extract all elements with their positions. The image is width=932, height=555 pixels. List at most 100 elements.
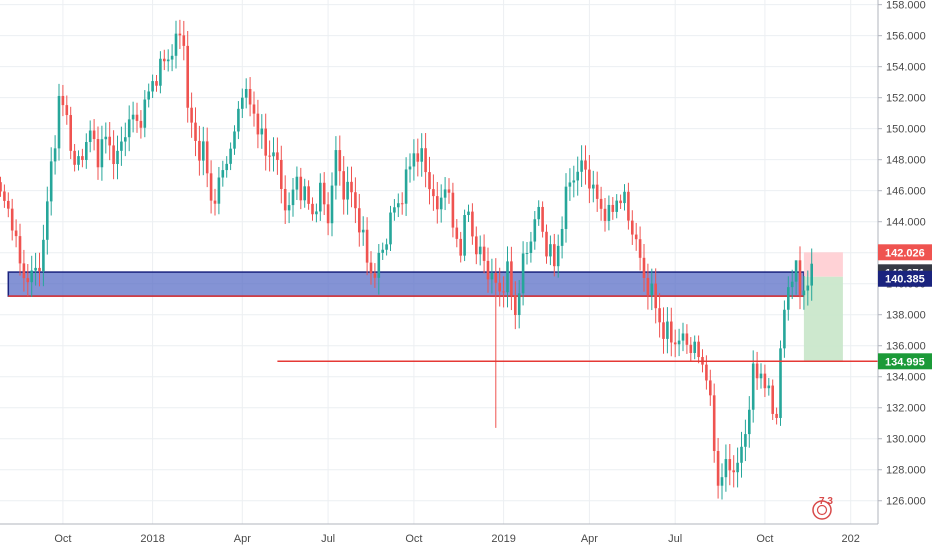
candle-body	[595, 184, 599, 199]
candle	[252, 91, 256, 127]
candle	[459, 231, 462, 263]
candle	[599, 186, 603, 221]
candle-body	[330, 185, 334, 224]
resistance-zone-layer	[7, 252, 843, 362]
candle-body	[241, 97, 244, 109]
candle	[654, 268, 657, 324]
candle-body	[283, 188, 287, 211]
candle	[143, 90, 147, 138]
candle-body	[346, 181, 349, 200]
candle	[755, 351, 759, 390]
candle	[556, 234, 560, 278]
candle-body	[350, 181, 353, 193]
candle-body	[724, 459, 728, 478]
candle	[34, 252, 37, 286]
candle-body	[658, 308, 661, 323]
candle	[724, 444, 728, 492]
candle	[280, 145, 283, 204]
candle-body	[740, 446, 743, 463]
candle	[124, 122, 127, 157]
candle	[634, 222, 638, 251]
candle-body	[248, 88, 252, 105]
candle-body	[533, 219, 537, 242]
candle-body	[182, 35, 186, 46]
candle	[475, 226, 478, 265]
candle	[268, 140, 271, 172]
candle-body	[322, 182, 326, 205]
candle	[615, 194, 618, 219]
candle	[482, 234, 486, 274]
price-tick-label: 126.000	[886, 496, 926, 508]
candle	[397, 193, 400, 218]
candle	[740, 431, 743, 478]
candle	[381, 242, 384, 260]
candle	[627, 182, 630, 230]
candle-body	[619, 200, 622, 204]
candle-body	[385, 244, 388, 250]
candle-body	[377, 252, 381, 278]
candle	[568, 168, 572, 201]
candle	[806, 270, 810, 306]
candle	[319, 173, 322, 221]
candle-body	[46, 201, 49, 240]
price-tick-label: 134.000	[886, 372, 926, 384]
candle-body	[568, 182, 572, 187]
time-axis[interactable]: Oct 2018 Apr Jul Oct 2019 Apr Jul Oct 202	[0, 523, 878, 550]
candle-body	[108, 136, 111, 146]
candle-body	[315, 211, 318, 215]
candle-body	[510, 261, 513, 296]
candle-body	[280, 159, 283, 189]
candle-body	[369, 262, 373, 274]
candle	[736, 447, 739, 488]
candles-layer	[0, 19, 813, 500]
price-tag: 142.026	[878, 244, 932, 261]
price-tick-label: 136.000	[886, 341, 926, 353]
candle-body	[650, 283, 654, 296]
candle-body	[295, 176, 299, 190]
time-tick-label: Apr	[234, 533, 251, 545]
candle	[790, 269, 794, 300]
candle	[163, 49, 166, 71]
candle	[365, 217, 369, 276]
candle-body	[564, 186, 568, 229]
candle	[100, 125, 104, 181]
candle-body	[65, 105, 69, 116]
candle	[116, 135, 119, 180]
price-tick-label: 132.000	[886, 403, 926, 415]
candle	[350, 166, 353, 208]
candle-body	[389, 212, 392, 245]
candle	[77, 150, 80, 171]
candle	[53, 135, 57, 175]
candle-body	[553, 244, 556, 267]
candle-body	[439, 197, 443, 210]
candle	[697, 335, 700, 364]
candle-body	[166, 59, 170, 62]
candle	[276, 137, 279, 175]
candle-body	[342, 171, 345, 200]
candle-body	[607, 204, 611, 221]
candle	[631, 210, 634, 245]
candle	[303, 178, 306, 208]
time-tick-label: Oct	[756, 533, 773, 545]
candle	[241, 88, 244, 118]
candle-body	[443, 189, 447, 198]
candle	[202, 126, 205, 176]
candle-body	[580, 160, 583, 172]
candle-body	[506, 261, 509, 293]
candle	[646, 263, 650, 310]
candle	[471, 203, 474, 245]
candle-body	[88, 130, 92, 143]
price-tick-label: 130.000	[886, 434, 926, 446]
time-tick-label: Oct	[54, 533, 71, 545]
candle-body	[416, 153, 420, 162]
candle	[728, 444, 732, 486]
candle-body	[451, 192, 455, 228]
price-tag: 134.995	[878, 353, 932, 370]
candle	[166, 49, 170, 72]
candle-body	[471, 211, 474, 237]
candle-body	[260, 128, 264, 135]
candle	[213, 188, 217, 216]
candle-body	[802, 290, 806, 296]
candle-body	[494, 273, 498, 283]
